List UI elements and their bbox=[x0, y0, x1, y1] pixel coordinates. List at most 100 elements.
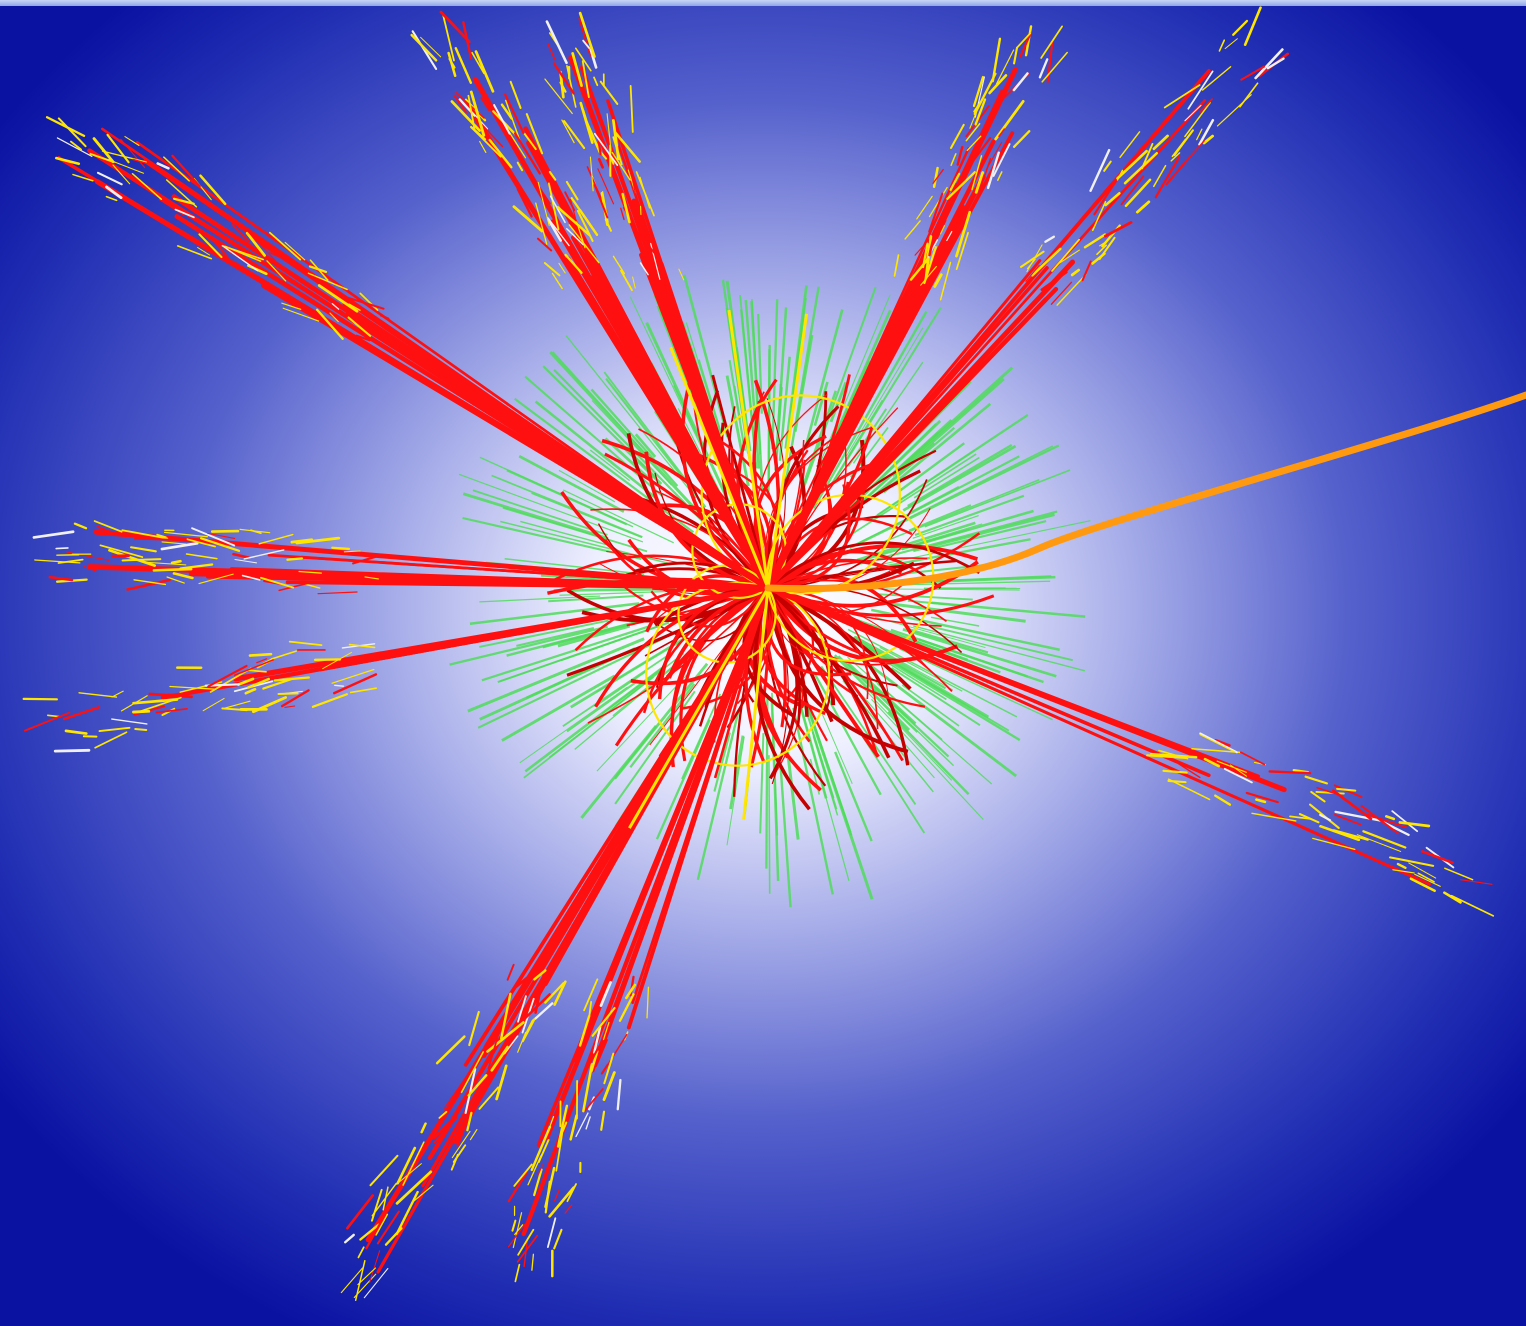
spray-fragment bbox=[53, 748, 91, 753]
spray-fragment bbox=[537, 1164, 544, 1175]
spray-fragment bbox=[199, 174, 227, 206]
spray-fragment bbox=[1124, 178, 1152, 208]
spray-fragment bbox=[161, 541, 187, 545]
jet-tracks bbox=[57, 55, 1431, 1274]
jet-track bbox=[87, 148, 771, 591]
calorimeter-deposit bbox=[874, 616, 986, 649]
curling-track bbox=[587, 587, 769, 724]
calorimeter-deposit bbox=[449, 625, 608, 666]
spray-fragment bbox=[575, 1112, 589, 1138]
spray-fragment bbox=[64, 729, 88, 735]
spray-fragment bbox=[1170, 152, 1181, 162]
spray-fragment bbox=[1240, 65, 1266, 81]
spray-fragment bbox=[245, 231, 266, 257]
spray-fragment bbox=[450, 100, 481, 132]
spray-fragment bbox=[488, 138, 513, 169]
spray-fragment bbox=[545, 20, 568, 65]
calorimeter-deposit bbox=[830, 306, 942, 487]
calorimeter-deposit bbox=[912, 513, 1055, 553]
spray-fragment bbox=[251, 696, 287, 714]
jet-track bbox=[766, 99, 1207, 590]
spray-fragment bbox=[602, 1021, 610, 1041]
spray-fragment bbox=[548, 170, 557, 181]
spray-fragment bbox=[1154, 155, 1181, 199]
calorimeter-deposit bbox=[847, 662, 950, 758]
spray-fragment bbox=[516, 1234, 539, 1263]
spray-fragment bbox=[236, 677, 255, 687]
jet-track bbox=[765, 585, 1287, 793]
spray-fragment bbox=[111, 718, 148, 725]
spray-fragment bbox=[1203, 757, 1221, 768]
spray-fragment bbox=[281, 302, 302, 310]
calorimeter-deposit bbox=[518, 454, 625, 513]
calorimeter-deposit bbox=[890, 667, 981, 726]
calorimeter-deposit bbox=[596, 670, 648, 706]
spray-fragment bbox=[991, 37, 1002, 83]
spray-fragment bbox=[376, 1210, 400, 1245]
spray-fragment bbox=[1089, 148, 1111, 192]
spray-fragment bbox=[134, 537, 170, 541]
spray-fragment bbox=[454, 47, 473, 84]
calorimeter-deposit bbox=[870, 449, 976, 520]
spray-fragment bbox=[248, 652, 273, 657]
spray-fragment bbox=[500, 103, 513, 120]
spray-fragment bbox=[57, 117, 87, 148]
spray-fragment bbox=[1202, 134, 1214, 145]
spray-fragment bbox=[439, 10, 471, 44]
spray-fragment bbox=[574, 47, 592, 72]
spray-fragment bbox=[1268, 770, 1312, 775]
calorimeter-deposit bbox=[778, 356, 791, 461]
calorimeter-deposit bbox=[784, 285, 808, 449]
spray-fragment bbox=[1120, 175, 1145, 206]
calorimeter-deposit bbox=[834, 751, 873, 842]
spray-fragment bbox=[269, 231, 302, 261]
spray-fragment bbox=[464, 1068, 477, 1114]
spray-fragment bbox=[134, 728, 148, 731]
spray-fragment bbox=[513, 132, 541, 175]
calorimeter-deposit bbox=[802, 693, 852, 833]
calorimeter-deposit bbox=[899, 442, 966, 492]
spray-fragment bbox=[561, 119, 575, 144]
spray-fragment bbox=[997, 171, 1003, 181]
spray-fragment bbox=[232, 552, 250, 559]
spray-fragment bbox=[1013, 46, 1019, 65]
spray-fragment bbox=[433, 1115, 457, 1139]
calorimeter-deposit bbox=[813, 381, 829, 427]
spray-fragment bbox=[500, 992, 512, 1040]
spray-fragment bbox=[130, 546, 157, 553]
spray-fragment bbox=[105, 185, 123, 200]
spray-fragment bbox=[1266, 57, 1285, 70]
spray-fragment bbox=[171, 154, 201, 188]
spray-fragment bbox=[282, 307, 320, 322]
calorimeter-deposit bbox=[501, 674, 616, 742]
spray-fragment bbox=[568, 224, 600, 264]
spray-fragment bbox=[474, 50, 495, 93]
spray-fragment bbox=[933, 273, 943, 288]
calorimeter-deposit bbox=[698, 359, 723, 436]
spray-fragment bbox=[904, 220, 921, 240]
calorimeter-deposit bbox=[681, 693, 722, 780]
calorimeter-deposit bbox=[506, 618, 648, 657]
spray-fragment bbox=[569, 1114, 578, 1141]
spray-fragment bbox=[988, 74, 1008, 95]
calorimeter-deposit bbox=[768, 755, 771, 894]
spray-fragment bbox=[531, 1253, 535, 1271]
spray-fragment bbox=[200, 537, 241, 552]
spray-fragment bbox=[639, 262, 649, 276]
calorimeter-deposit bbox=[928, 625, 1073, 662]
spray-fragment bbox=[234, 558, 258, 564]
spray-fragment bbox=[126, 578, 171, 591]
spray-fragment bbox=[191, 527, 236, 547]
spray-fragment bbox=[570, 198, 576, 219]
calorimeter-deposit bbox=[725, 375, 750, 487]
calorimeter-deposit bbox=[915, 640, 1001, 674]
spray-fragment bbox=[207, 532, 236, 540]
spray-fragment bbox=[1031, 247, 1062, 277]
spray-fragment bbox=[348, 303, 361, 311]
spray-fragment bbox=[365, 1213, 387, 1250]
spray-fragment bbox=[928, 192, 944, 233]
calorimeter-deposit bbox=[759, 733, 765, 834]
spray-fragment bbox=[1409, 877, 1436, 893]
spray-fragment bbox=[1044, 235, 1056, 243]
spray-fragment bbox=[256, 658, 268, 664]
